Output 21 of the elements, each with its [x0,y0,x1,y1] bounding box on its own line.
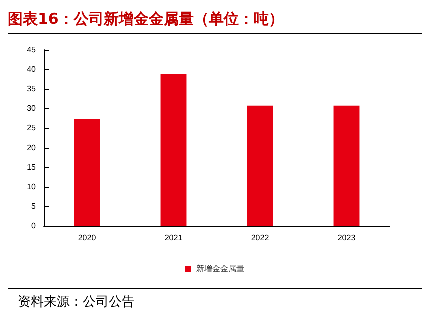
legend-label: 新增金金属量 [196,264,244,274]
y-tick-label: 40 [27,65,37,74]
y-tick-label: 5 [32,202,37,211]
y-tick-label: 20 [27,143,37,152]
x-tick-label: 2020 [78,234,97,242]
x-tick-label: 2021 [164,234,184,242]
y-tick-label: 10 [27,182,37,192]
bar [74,119,100,226]
bar [247,106,274,226]
text: 资料来源：公司公告 [18,294,135,311]
y-tick-label: 45 [27,46,37,54]
bar [160,74,187,226]
bar [334,106,360,226]
y-tick-label: 25 [27,124,37,133]
y-tick-label: 30 [27,104,37,114]
chart-title: 图表16：公司新增金金属量（单位：吨） [8,10,284,29]
y-tick-label: 15 [27,162,37,172]
x-tick-label: 2023 [338,234,356,242]
y-tick-label: 0 [32,222,37,230]
y-tick-label: 35 [27,84,37,94]
x-tick-label: 2022 [251,234,270,242]
